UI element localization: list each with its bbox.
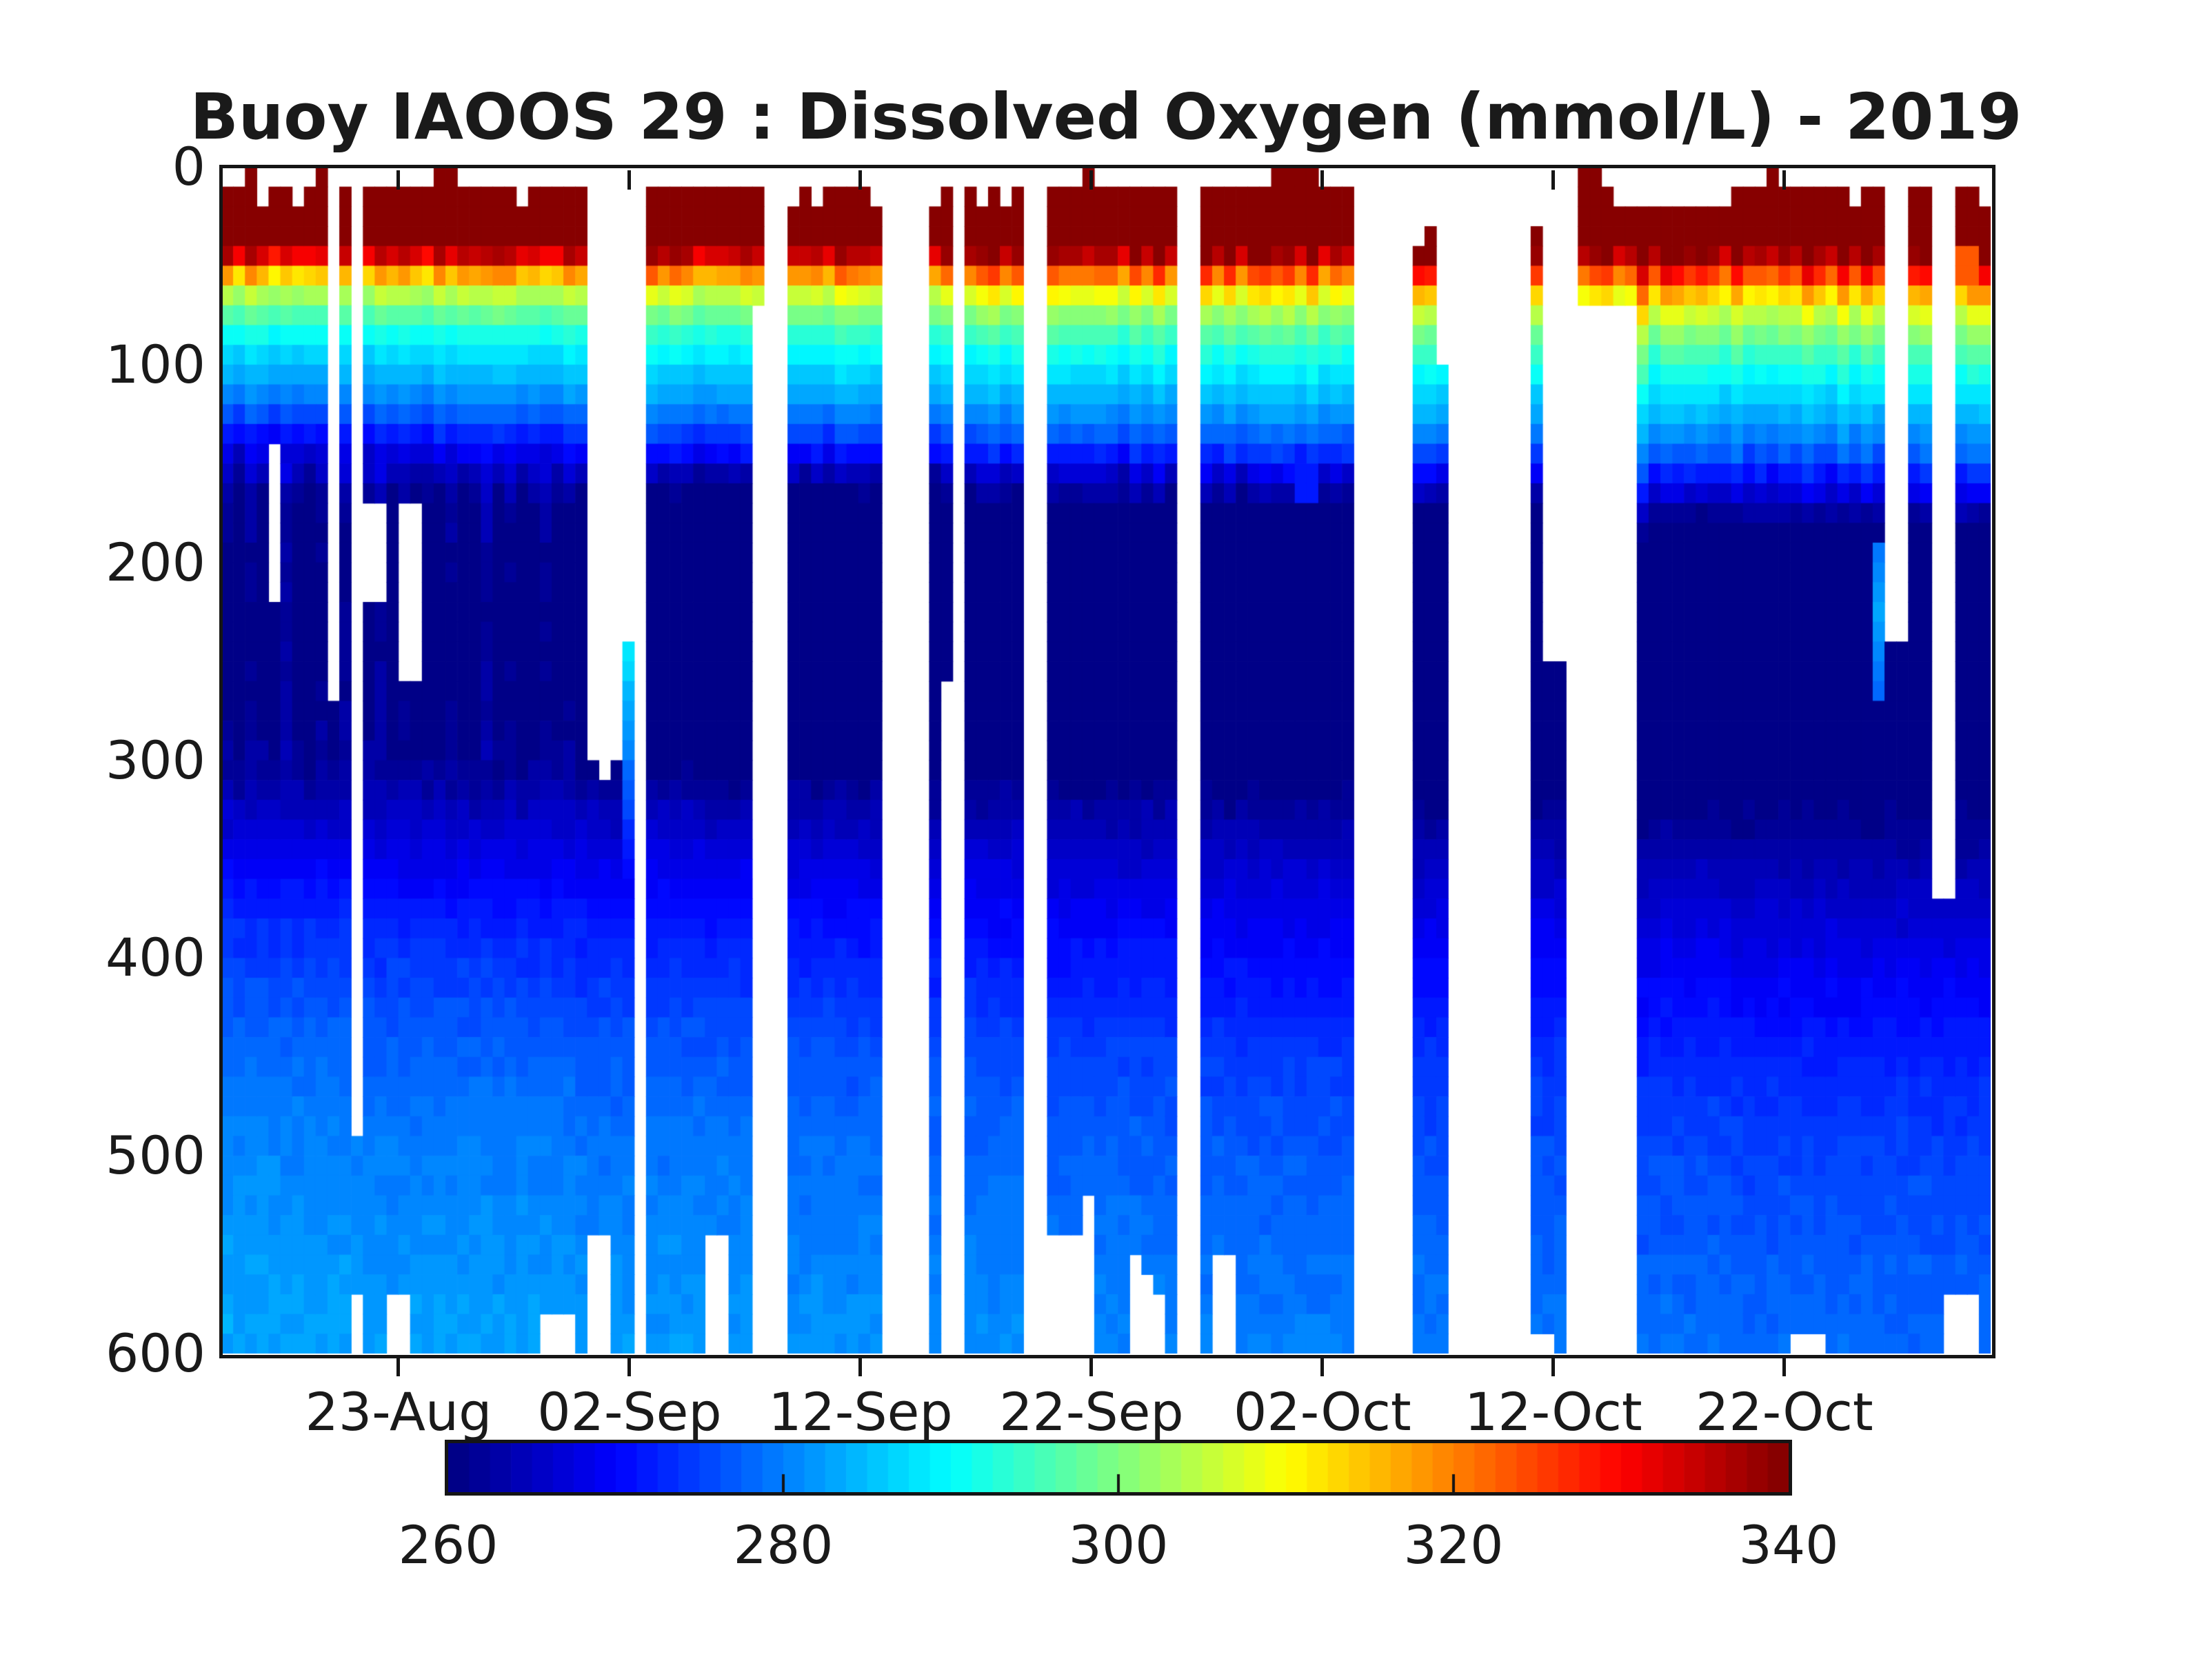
y-tick-label: 400: [105, 927, 205, 989]
x-tick-label: 23-Aug: [305, 1381, 492, 1442]
y-tick-label: 600: [105, 1323, 205, 1384]
x-tick-top: [627, 170, 632, 190]
colorbar-tick-label: 280: [733, 1514, 834, 1576]
x-tick-bottom: [858, 1357, 863, 1376]
plot-border: [219, 165, 1995, 1358]
colorbar-tick-label: 260: [398, 1514, 499, 1576]
x-tick-label: 12-Oct: [1465, 1381, 1642, 1442]
x-tick-label: 02-Oct: [1234, 1381, 1411, 1442]
colorbar-border: [445, 1440, 1792, 1496]
colorbar-canvas: [448, 1443, 1789, 1492]
y-tick-label: 0: [172, 136, 205, 197]
x-tick-label: 22-Sep: [999, 1381, 1184, 1442]
x-tick-bottom: [396, 1357, 401, 1376]
colorbar-tick-label: 300: [1068, 1514, 1169, 1576]
x-tick-label: 12-Sep: [768, 1381, 953, 1442]
y-tick-label: 200: [105, 531, 205, 593]
chart-title: Buoy IAOOS 29 : Dissolved Oxygen (mmol/L…: [190, 80, 2022, 154]
x-tick-top: [858, 170, 863, 190]
y-tick-label: 100: [105, 333, 205, 395]
x-tick-top: [1320, 170, 1325, 190]
colorbar-tick-label: 320: [1403, 1514, 1504, 1576]
heatmap-canvas: [221, 167, 1991, 1354]
x-tick-top: [1782, 170, 1787, 190]
x-tick-bottom: [1320, 1357, 1325, 1376]
x-tick-top: [1089, 170, 1094, 190]
x-tick-top: [396, 170, 401, 190]
x-tick-bottom: [1782, 1357, 1787, 1376]
x-tick-bottom: [1551, 1357, 1556, 1376]
x-tick-bottom: [1089, 1357, 1094, 1376]
x-tick-bottom: [627, 1357, 632, 1376]
x-tick-label: 22-Oct: [1696, 1381, 1873, 1442]
y-tick-label: 500: [105, 1125, 205, 1187]
y-tick-label: 300: [105, 729, 205, 791]
x-tick-top: [1551, 170, 1556, 190]
colorbar-tick-label: 340: [1738, 1514, 1839, 1576]
x-tick-label: 02-Sep: [537, 1381, 722, 1442]
